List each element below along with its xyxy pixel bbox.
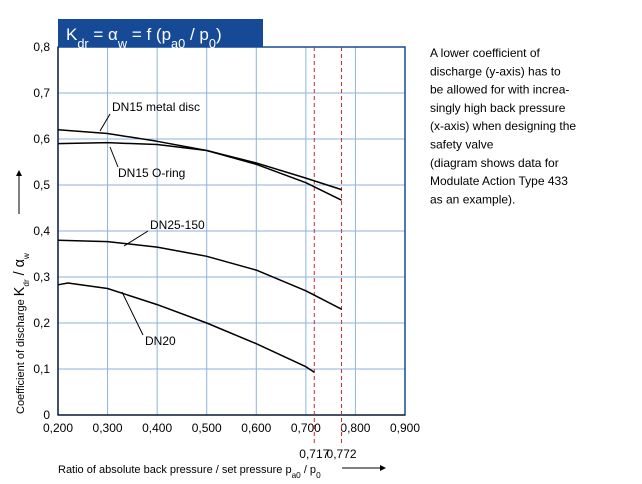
text-part: / p (301, 464, 316, 476)
x-tick-label: 0,800 (340, 421, 370, 435)
y-tick-label: 0 (43, 408, 50, 422)
x-tick-label: 0,900 (390, 421, 420, 435)
text-part: a0 (292, 471, 302, 480)
x-tick-label: 0,500 (192, 421, 222, 435)
series-line (57, 282, 315, 373)
y-tick-label: 0,7 (33, 86, 50, 100)
text-part: = α (89, 25, 118, 44)
leader-line (123, 230, 149, 247)
text-part: 0 (209, 36, 216, 51)
title-box (58, 19, 263, 47)
x-tick-label: 0,300 (93, 421, 123, 435)
text-part: = f (p (127, 25, 171, 44)
x-tick-label: 0,400 (142, 421, 172, 435)
y-tick-label: 0,6 (33, 132, 50, 146)
text-part: dr (77, 36, 89, 51)
note-line: as an example). (430, 192, 515, 206)
note-line: be allowed for with increa- (430, 83, 569, 97)
reference-label: 0,772 (327, 447, 357, 461)
text-part: w (117, 36, 128, 51)
x-tick-label: 0,600 (241, 421, 271, 435)
y-tick-label: 0,3 (33, 270, 50, 284)
y-tick-label: 0,5 (33, 178, 50, 192)
text-part: dr (22, 279, 31, 287)
text-part: Coefficient of discharge (15, 296, 27, 414)
text-part: / α (12, 259, 28, 279)
x-tick-label: 0,200 (43, 421, 73, 435)
x-tick-label: 0,700 (291, 421, 321, 435)
y-tick-label: 0,2 (33, 316, 50, 330)
series-label: DN25-150 (150, 218, 205, 232)
arrow-head (16, 170, 22, 176)
leader-line (109, 146, 119, 168)
arrow-head (380, 465, 386, 471)
series-line (57, 239, 342, 310)
text-part: w (22, 253, 31, 260)
reference-label: 0,717 (299, 447, 329, 461)
text-part: a0 (171, 36, 185, 51)
leader-line (121, 291, 144, 336)
rich-text: Ratio of absolute back pressure / set pr… (58, 464, 321, 480)
y-tick-label: 0,4 (33, 224, 50, 238)
text-part: K (12, 286, 28, 296)
note-line: safety valve (430, 138, 494, 152)
note-line: A lower coefficient of (430, 46, 541, 60)
text-part: 0 (316, 471, 321, 480)
note-line: singly high back pressure (430, 101, 566, 115)
note-line: Modulate Action Type 433 (430, 174, 568, 188)
y-tick-label: 0,8 (33, 40, 50, 54)
series-line (57, 141, 342, 201)
text-part: ) (216, 25, 222, 44)
leader-line (99, 113, 111, 132)
series-label: DN20 (145, 334, 176, 348)
note-line: discharge (y-axis) has to (430, 64, 561, 78)
rich-text: Coefficient of discharge Kdr / αw (12, 253, 31, 414)
text-part: / p (185, 25, 209, 44)
rich-text: Kdr = αw = f (pa0 / p0) (66, 25, 222, 51)
series-label: DN15 metal disc (112, 100, 200, 114)
y-tick-label: 0,1 (33, 362, 50, 376)
text-part: Ratio of absolute back pressure / set pr… (58, 464, 292, 476)
note-line: (diagram shows data for (430, 156, 559, 170)
note-line: (x-axis) when designing the (430, 119, 576, 133)
series-label: DN15 O-ring (118, 166, 185, 180)
text-part: K (66, 25, 78, 44)
